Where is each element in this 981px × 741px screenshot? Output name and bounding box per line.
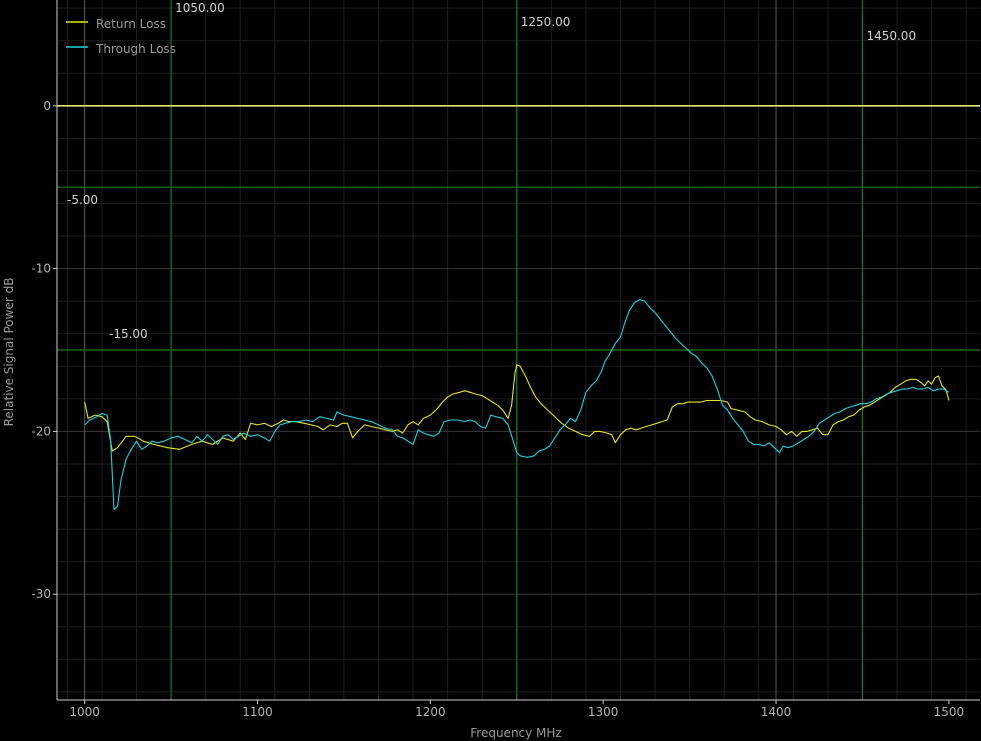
x-tick-label: 1500 <box>934 705 965 719</box>
series-line-return-loss <box>84 364 950 452</box>
series <box>84 298 950 511</box>
vertical-marker-label: 1050.00 <box>175 1 225 15</box>
x-tick-label: 1400 <box>761 705 792 719</box>
series-line-through-loss <box>84 298 950 511</box>
y-tick-label: -30 <box>31 587 51 601</box>
y-tick-label: 0 <box>43 99 51 113</box>
legend-label-through-loss[interactable]: Through Loss <box>95 42 176 56</box>
vertical-marker-label: 1450.00 <box>866 29 916 43</box>
horizontal-marker-label: -15.00 <box>109 327 148 341</box>
y-axis-title: Relative Signal Power dB <box>2 278 16 427</box>
horizontal-marker-label: -5.00 <box>67 193 98 207</box>
marker-lines: 1050.00 1250.00 1450.00 -5.00 -15.00 <box>57 0 980 700</box>
x-tick-label: 1300 <box>588 705 619 719</box>
x-tick-label: 1000 <box>69 705 100 719</box>
legend-label-return-loss[interactable]: Return Loss <box>96 17 166 31</box>
vertical-marker-label: 1250.00 <box>521 15 571 29</box>
y-tick-label: -10 <box>31 262 51 276</box>
tick-labels: 1000 1100 1200 1300 1400 1500 0 -10 -20 -30 <box>31 99 964 719</box>
y-tick-label: -20 <box>31 424 51 438</box>
axes <box>56 0 980 701</box>
legend: Return Loss Through Loss <box>66 17 176 56</box>
x-axis-title: Frequency MHz <box>470 726 561 740</box>
x-tick-label: 1200 <box>415 705 446 719</box>
x-tick-label: 1100 <box>242 705 273 719</box>
